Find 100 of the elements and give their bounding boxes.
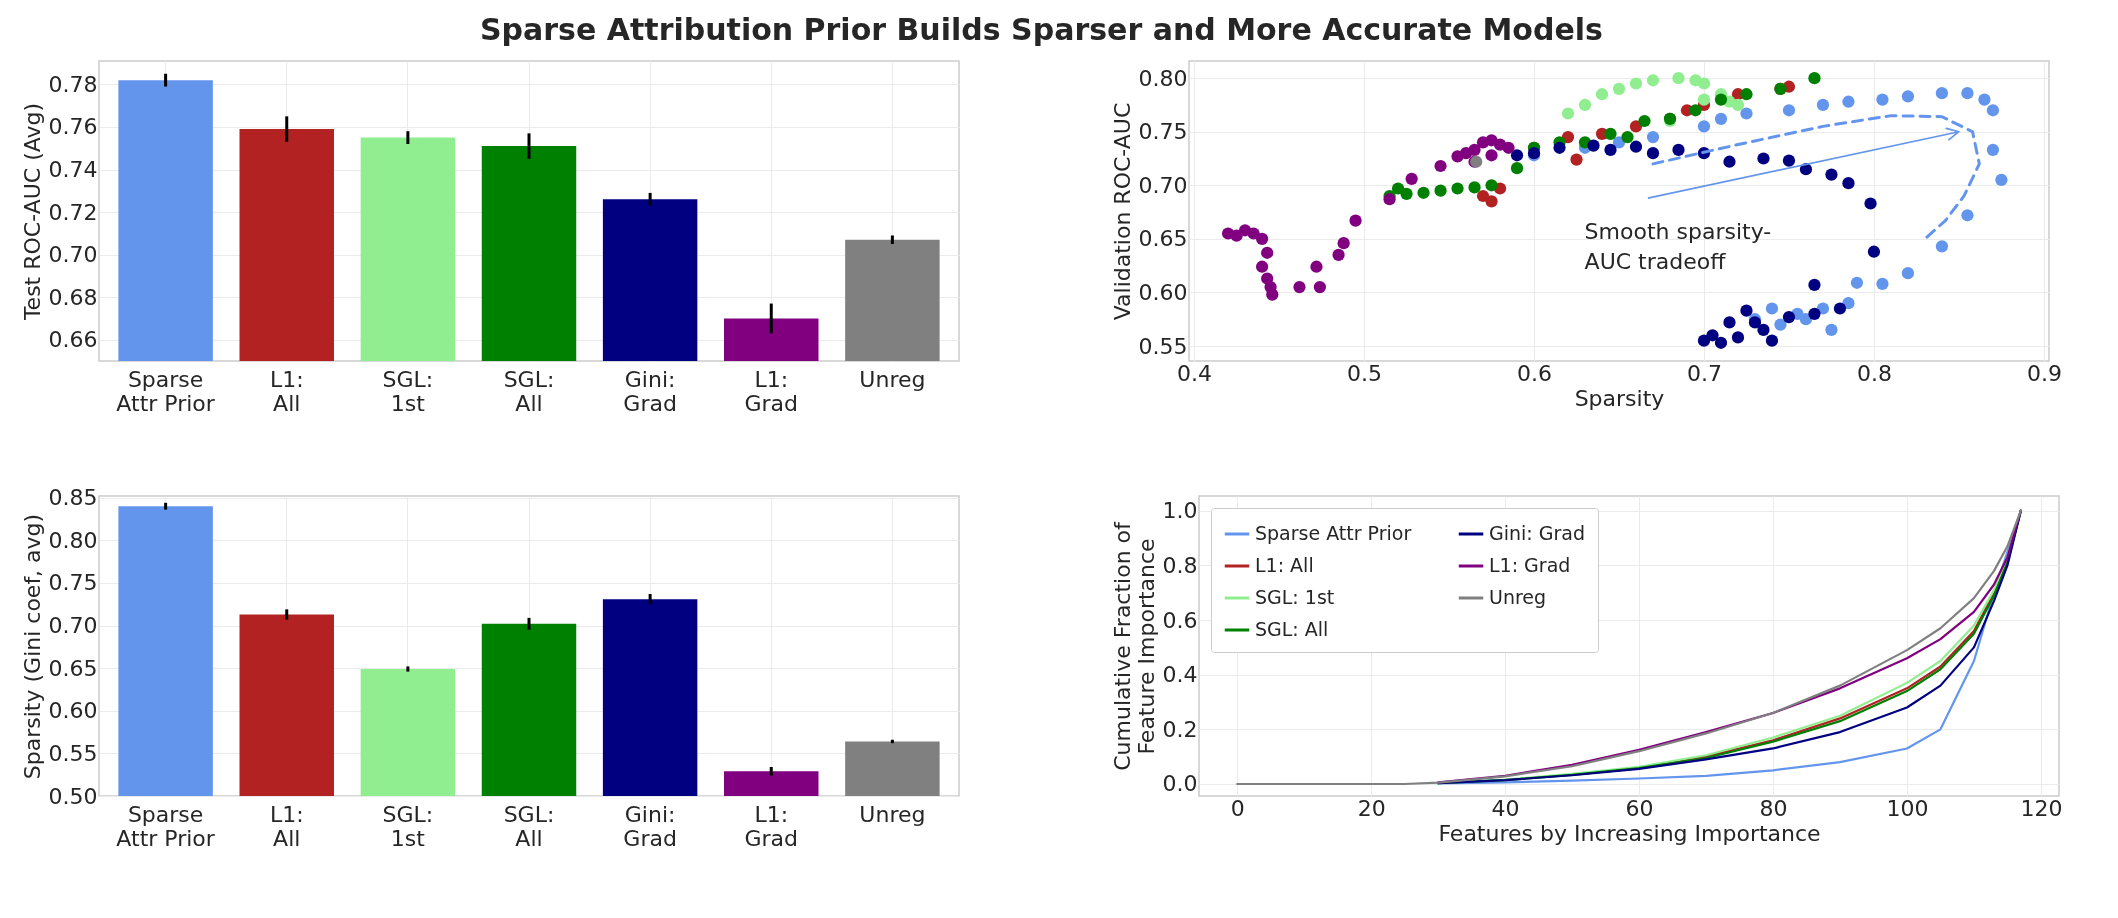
line-series xyxy=(1236,509,2022,786)
x-tick-label: L1: Grad xyxy=(744,801,799,851)
point xyxy=(1765,302,1779,315)
point xyxy=(1485,149,1498,162)
point xyxy=(1731,331,1745,344)
y-tick-label: 0.60 xyxy=(1138,279,1188,305)
point xyxy=(1510,149,1524,162)
y-tick-label: 0.55 xyxy=(1138,333,1188,359)
point xyxy=(1901,90,1915,103)
point xyxy=(1825,323,1838,337)
point xyxy=(1476,189,1490,203)
point xyxy=(1714,112,1728,125)
y-tick-label: 0.78 xyxy=(48,71,98,97)
point xyxy=(1978,93,1991,106)
point xyxy=(1765,334,1779,347)
y-tick-label: 0.70 xyxy=(1138,172,1188,198)
y-tick-label: 0.65 xyxy=(1138,226,1188,252)
point xyxy=(1995,173,2008,187)
legend-label: Gini: Grad xyxy=(1489,522,1586,544)
y-tick-label: 0.66 xyxy=(48,327,98,353)
point xyxy=(1578,98,1592,112)
point xyxy=(1383,193,1396,206)
y-tick-label: 0.70 xyxy=(48,613,98,639)
y-tick-label: 0.85 xyxy=(48,485,98,511)
point xyxy=(1459,147,1473,160)
point xyxy=(1782,310,1796,324)
point xyxy=(1697,93,1711,106)
x-tick-label: 60 xyxy=(1625,795,1654,821)
y-axis-title: Cumulative Fraction of Feature Importance xyxy=(1109,520,1159,771)
point xyxy=(1714,93,1728,106)
point xyxy=(1808,72,1821,85)
y-tick-label: 0.76 xyxy=(48,114,98,140)
point xyxy=(1825,168,1838,181)
x-tick-label: Sparse Attr Prior xyxy=(116,801,216,851)
point xyxy=(1587,139,1600,152)
x-tick-label: L1: All xyxy=(269,801,304,851)
x-tick-label: Gini: Grad xyxy=(623,366,677,416)
point xyxy=(1723,316,1736,329)
point xyxy=(1255,260,1269,273)
point xyxy=(1332,248,1345,262)
x-tick-label: 120 xyxy=(2020,795,2063,821)
y-tick-label: 0.2 xyxy=(1162,716,1198,742)
point xyxy=(1757,323,1770,337)
point xyxy=(1850,276,1864,289)
point xyxy=(1313,280,1326,294)
point xyxy=(1629,140,1643,153)
y-tick-label: 0.65 xyxy=(48,655,98,681)
legend-label: Unreg xyxy=(1489,586,1547,608)
x-tick-label: 0.8 xyxy=(1856,360,1892,386)
point xyxy=(1391,182,1405,195)
point xyxy=(1485,179,1498,192)
x-tick-label: 0 xyxy=(1230,795,1245,821)
y-tick-label: 0.8 xyxy=(1162,552,1198,578)
y-tick-label: 0.68 xyxy=(48,284,98,310)
point xyxy=(1723,155,1736,168)
y-tick-label: 0.74 xyxy=(48,157,98,183)
point xyxy=(1337,237,1350,250)
point xyxy=(1266,288,1279,301)
x-tick-label: L1: All xyxy=(269,366,304,416)
point xyxy=(1468,181,1481,194)
point xyxy=(1604,143,1617,157)
y-tick-label: 0.75 xyxy=(48,570,98,596)
x-tick-label: SGL: 1st xyxy=(382,366,434,416)
point xyxy=(1697,77,1711,90)
point xyxy=(1864,197,1877,210)
point xyxy=(1740,304,1753,317)
y-tick-label: 0.70 xyxy=(48,242,98,268)
point xyxy=(1961,87,1974,100)
x-tick-label: 0.5 xyxy=(1347,360,1383,386)
point xyxy=(1400,187,1413,200)
point xyxy=(1816,302,1830,315)
x-tick-label: SGL: All xyxy=(503,801,555,851)
point xyxy=(1782,104,1796,117)
point xyxy=(1961,209,1974,222)
point xyxy=(1604,127,1617,140)
point xyxy=(1731,98,1745,112)
point xyxy=(1261,246,1274,259)
x-tick-label: Unreg xyxy=(859,801,926,827)
legend-label: SGL: All xyxy=(1255,618,1329,640)
annotation: Smooth sparsity-AUC tradeoff xyxy=(1584,219,1772,274)
y-axis-title: Sparsity (Gini coef, avg) xyxy=(19,513,45,780)
point xyxy=(1986,104,2000,117)
point xyxy=(1485,195,1498,208)
point xyxy=(1833,302,1847,315)
point xyxy=(1293,280,1306,294)
x-tick-label: Unreg xyxy=(859,366,926,392)
x-tick-label: SGL: All xyxy=(503,366,555,416)
point xyxy=(1310,260,1323,273)
point xyxy=(1570,153,1583,166)
y-tick-label: 0.50 xyxy=(48,783,98,809)
x-tick-label: 80 xyxy=(1759,795,1788,821)
y-axis-title: Test ROC-AUC (Avg) xyxy=(19,102,45,322)
point xyxy=(1808,278,1821,292)
point xyxy=(1842,177,1855,190)
point xyxy=(1612,82,1626,95)
point xyxy=(1842,95,1855,108)
x-tick-label: 40 xyxy=(1491,795,1520,821)
x-tick-label: Sparse Attr Prior xyxy=(116,366,216,416)
legend-label: Sparse Attr Prior xyxy=(1255,522,1412,544)
point xyxy=(1646,147,1660,160)
